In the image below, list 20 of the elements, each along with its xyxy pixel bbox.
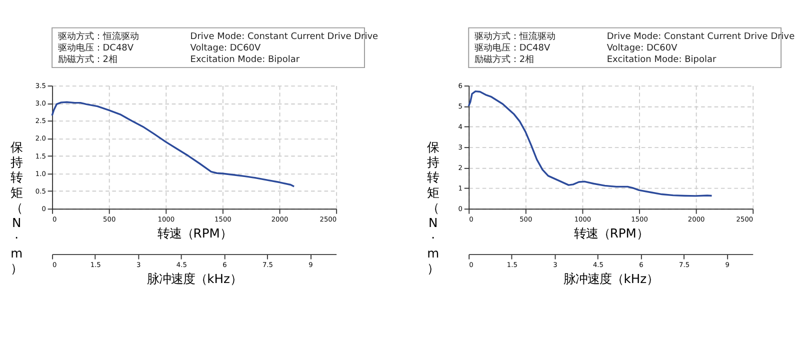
x2-axis-title: 脉冲速度（kHz） xyxy=(564,272,659,286)
text: 驱动方式：恒流驱动 xyxy=(474,31,556,42)
text: Voltage: DC60V xyxy=(190,44,262,54)
text: Excitation Mode: Bipolar xyxy=(606,54,716,65)
text: 励磁方式：2相 xyxy=(58,54,118,65)
text: Excitation Mode: Bipolar xyxy=(190,54,300,65)
line-series xyxy=(468,90,713,197)
text: 保持转矩（N·m） xyxy=(427,140,440,276)
text: Drive Mode: Constant Current Drive Drive xyxy=(190,32,379,42)
text: 励磁方式：2相 xyxy=(474,54,534,65)
x2-axis-title: 脉冲速度（kHz） xyxy=(147,272,242,286)
text: 保持转矩（N·m） xyxy=(10,140,23,276)
x-axis-title: 转速（RPM） xyxy=(574,226,648,241)
text: Drive Mode: Constant Current Drive Drive xyxy=(606,32,796,42)
text: 驱动电压：DC48V xyxy=(474,42,551,54)
line-series xyxy=(51,101,295,188)
text: 驱动方式：恒流驱动 xyxy=(58,31,139,42)
text: 驱动电压：DC48V xyxy=(58,42,134,54)
x-axis-title: 转速（RPM） xyxy=(157,226,232,241)
text: Voltage: DC60V xyxy=(606,44,678,54)
